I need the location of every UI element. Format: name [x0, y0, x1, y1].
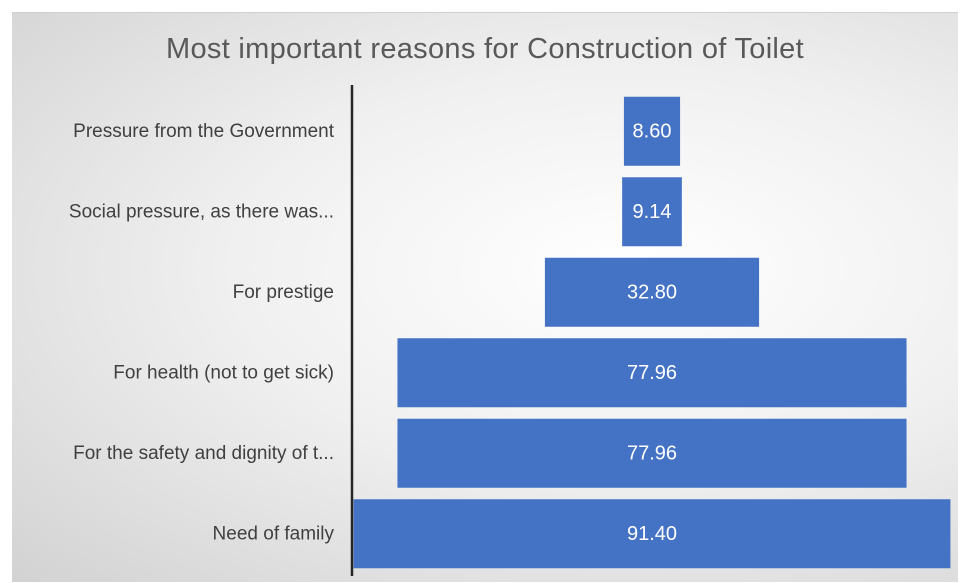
- category-label: For health (not to get sick): [113, 362, 334, 383]
- category-label: For the safety and dignity of t...: [73, 443, 334, 464]
- bar: [397, 418, 907, 488]
- category-label: For prestige: [233, 282, 334, 303]
- data-label: 77.96: [627, 442, 677, 464]
- category-label: Need of family: [213, 523, 335, 544]
- chart-area: Most important reasons for Construction …: [12, 12, 958, 582]
- data-label: 8.60: [633, 120, 672, 142]
- funnel-chart: Pressure from the Government 8.60 Social p…: [69, 85, 951, 576]
- data-label: 77.96: [627, 362, 677, 384]
- category-label: Social pressure, as there was...: [69, 201, 334, 222]
- bar: [397, 338, 907, 408]
- bar: [353, 499, 951, 569]
- bar: [544, 257, 760, 327]
- data-label: 91.40: [627, 523, 677, 545]
- chart-title: Most important reasons for Construction …: [166, 33, 804, 65]
- data-label: 9.14: [633, 201, 672, 223]
- data-label: 32.80: [627, 281, 677, 303]
- bar: [623, 96, 681, 166]
- category-label: Pressure from the Government: [73, 121, 335, 142]
- bar: [622, 177, 682, 247]
